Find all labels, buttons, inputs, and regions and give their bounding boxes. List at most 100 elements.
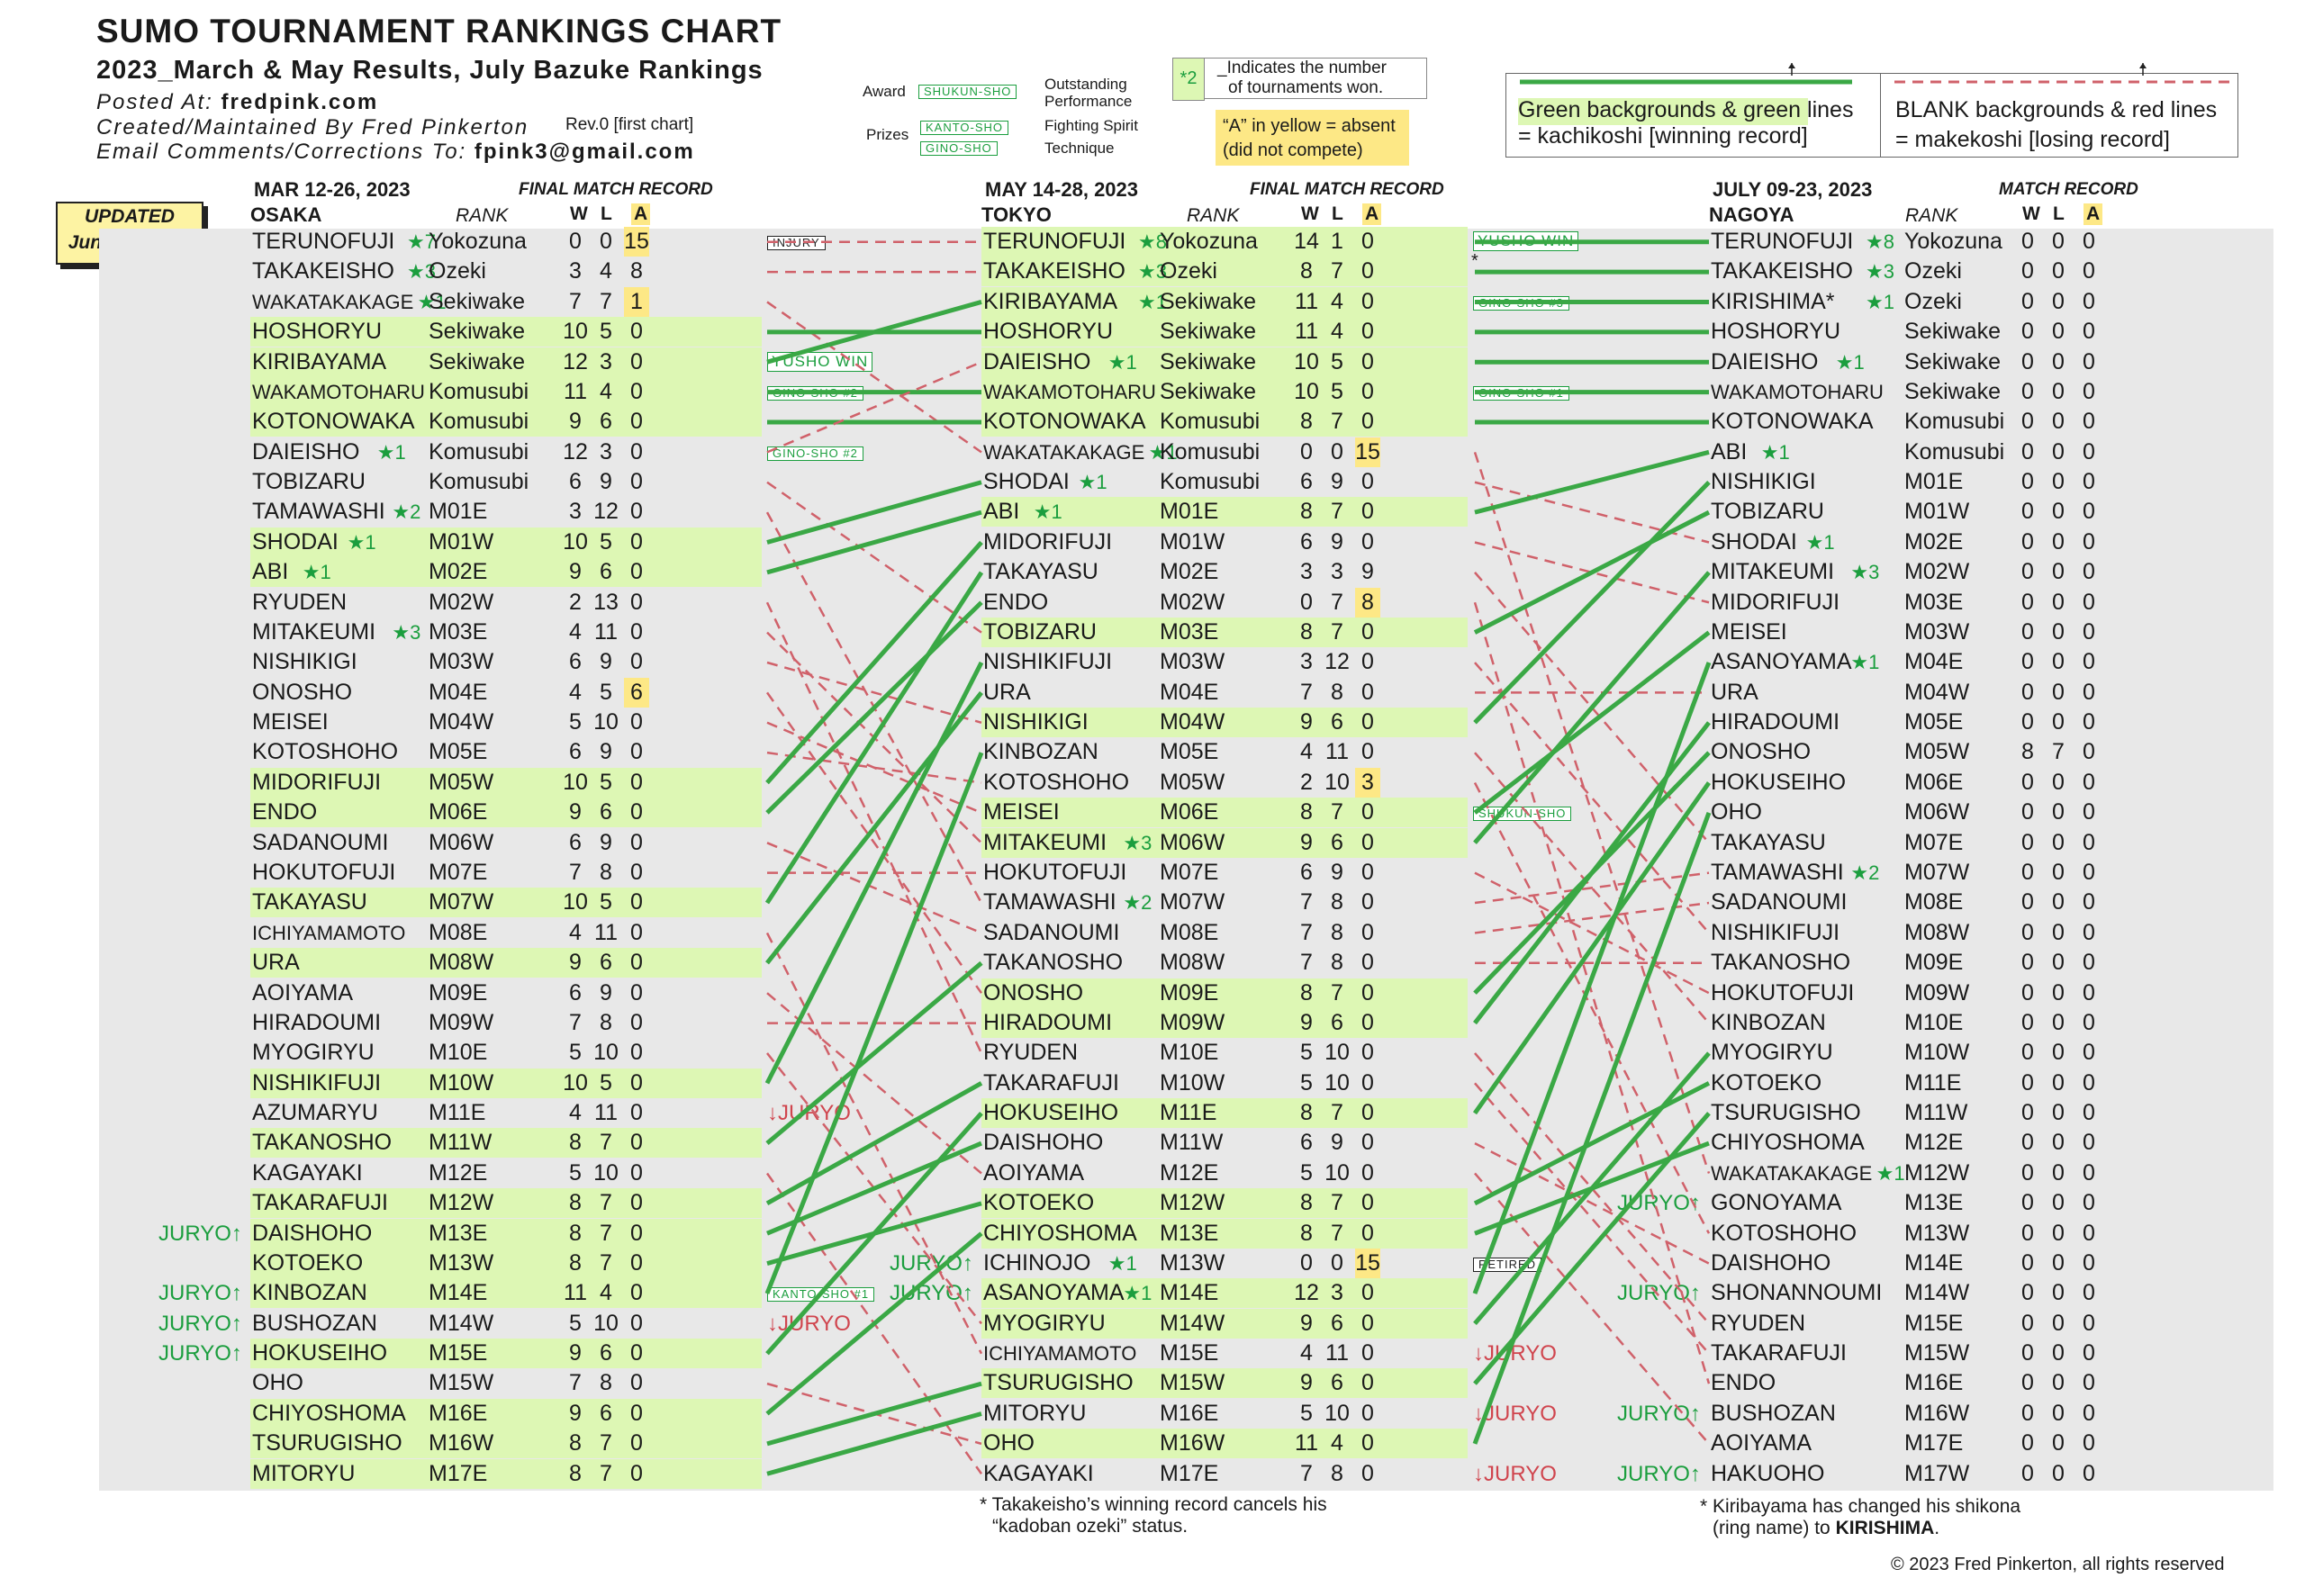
wrestler-name: ENDO — [252, 799, 318, 825]
a-cell: 0 — [2083, 1100, 2095, 1126]
tournament-wins-star: ★8 — [1866, 230, 1894, 253]
record-label-0: FINAL MATCH RECORD — [519, 180, 713, 199]
table-row: KAGAYAKI M12E 5 10 0 — [250, 1159, 762, 1188]
tournament-place-0: OSAKA — [250, 203, 322, 226]
wrestler-name: DAIEISHO — [252, 438, 360, 464]
table-row: URA M08W 9 6 0 — [250, 948, 762, 978]
table-row: RYUDEN M15E 0 0 0 — [1709, 1309, 2141, 1339]
wrestler-name: WAKAMOTOHARU — [1711, 380, 1884, 403]
rank-cell: Komusubi — [429, 409, 529, 435]
l-cell: 6 — [1331, 709, 1343, 735]
l-cell: 0 — [2052, 1460, 2065, 1486]
movement-line — [1474, 1082, 1710, 1355]
w-cell: 0 — [2021, 1430, 2034, 1456]
a-cell: 0 — [1361, 1310, 1374, 1336]
a-cell: 0 — [630, 1220, 643, 1246]
table-row: MIDORIFUJI M01W 6 9 0 — [981, 527, 1468, 557]
rank-cell: M14E — [429, 1280, 488, 1306]
w-cell: 10 — [1294, 348, 1319, 374]
a-cell: 0 — [1361, 889, 1374, 915]
table-row: AOIYAMA M09E 6 9 0 — [250, 978, 762, 1008]
a-cell: 0 — [2083, 679, 2095, 705]
l-cell: 5 — [1331, 378, 1343, 404]
wrestler-name: TSURUGISHO — [1711, 1100, 1861, 1126]
l-cell: 0 — [2052, 979, 2065, 1005]
rank-cell: Sekiwake — [429, 288, 525, 314]
w-cell: 5 — [1300, 1069, 1313, 1096]
l-cell: 9 — [600, 979, 612, 1005]
movement-line — [766, 661, 982, 724]
table-row: ICHINOJO ★1 M13W 0 0 15 — [981, 1248, 1468, 1278]
rank-cell: M05E — [1160, 739, 1219, 765]
table-row: CHIYOSHOMA M12E 0 0 0 — [1709, 1128, 2141, 1158]
wrestler-name: RYUDEN — [1711, 1310, 1806, 1336]
table-row: MITAKEUMI ★3 M06W 9 6 0 — [981, 827, 1468, 858]
movement-line — [766, 751, 982, 784]
l-cell: 0 — [1331, 1249, 1343, 1276]
a-cell: 0 — [1361, 1130, 1374, 1156]
wrestler-name: TAKAYASU — [1711, 829, 1826, 855]
table-row: TAKANOSHO M08W 7 8 0 — [981, 948, 1468, 978]
wrestler-name: TOBIZARU — [983, 618, 1097, 645]
rank-cell: M15W — [1904, 1340, 1970, 1366]
table-row: GONOYAMA M13E 0 0 0 — [1709, 1188, 2141, 1218]
table-row: KOTONOWAKA Komusubi 8 7 0 — [981, 407, 1468, 437]
table-row: CHIYOSHOMA M13E 8 7 0 — [981, 1218, 1468, 1249]
wrestler-name: ABI — [983, 499, 1020, 525]
table-row: MEISEI M04W 5 10 0 — [250, 708, 762, 737]
l-cell: 0 — [2052, 499, 2065, 525]
wrestler-name: MIDORIFUJI — [252, 769, 382, 795]
a-cell: 6 — [624, 677, 649, 708]
a-cell: 0 — [630, 1130, 643, 1156]
wrestler-name: KINBOZAN — [1711, 1009, 1826, 1035]
l-cell: 0 — [2052, 528, 2065, 555]
table-row: OHO M06W 0 0 0 — [1709, 798, 2141, 827]
rank-cell: Sekiwake — [1160, 319, 1256, 345]
l-cell: 7 — [1331, 409, 1343, 435]
w-cell: 10 — [563, 1069, 588, 1096]
w-cell: 8 — [569, 1130, 582, 1156]
email-value[interactable]: fpink3@gmail.com — [474, 140, 695, 164]
w-cell: 0 — [2021, 799, 2034, 825]
wrestler-name: HOKUSEIHO — [983, 1100, 1119, 1126]
movement-line — [1473, 451, 1711, 1174]
movement-line — [1473, 1051, 1711, 1326]
table-row: TOBIZARU M01W 0 0 0 — [1709, 497, 2141, 527]
a-cell: 0 — [630, 1040, 643, 1066]
table-row: ICHIYAMAMOTO M15E 4 11 0 — [981, 1339, 1468, 1368]
l-cell: 0 — [2052, 438, 2065, 464]
a-cell: 0 — [2083, 258, 2095, 284]
l-cell: 6 — [600, 1400, 612, 1426]
w-header-1: W — [1301, 203, 1319, 224]
l-cell: 7 — [600, 1220, 612, 1246]
juryo-promoted-label: JURYO↑ — [1617, 1401, 1701, 1426]
l-cell: 7 — [1331, 589, 1343, 615]
absent-legend: “A” in yellow = absent (did not compete) — [1216, 110, 1409, 166]
a-cell: 0 — [630, 528, 643, 555]
l-cell: 6 — [1331, 1009, 1343, 1035]
email-line: Email Comments/Corrections To: fpink3@gm… — [96, 140, 695, 165]
a-cell: 0 — [2083, 1340, 2095, 1366]
l-cell: 6 — [600, 799, 612, 825]
a-cell: 0 — [2083, 709, 2095, 735]
rank-cell: Komusubi — [429, 438, 529, 464]
rank-cell: M04W — [1904, 679, 1970, 705]
rank-cell: M07W — [1904, 859, 1970, 885]
l-cell: 5 — [600, 1069, 612, 1096]
rank-cell: M11E — [1904, 1069, 1962, 1096]
tournament-wins-star: ★2 — [392, 500, 421, 524]
l-cell: 0 — [2052, 288, 2065, 314]
chart-title: SUMO TOURNAMENT RANKINGS CHART — [96, 13, 782, 50]
w-cell: 9 — [569, 1400, 582, 1426]
posted-value[interactable]: fredpink.com — [221, 90, 379, 114]
rank-cell: Komusubi — [429, 469, 529, 495]
a-cell: 0 — [2083, 1040, 2095, 1066]
a-cell: 0 — [1361, 1220, 1374, 1246]
wrestler-name: AOIYAMA — [1711, 1430, 1812, 1456]
tournament-wins-star: ★1 — [1835, 350, 1865, 374]
l-cell: 8 — [1331, 950, 1343, 976]
a-cell: 0 — [1361, 1040, 1374, 1066]
l-cell: 0 — [600, 229, 612, 254]
green-legend-highlight — [1518, 98, 1808, 125]
movement-line — [765, 601, 983, 1054]
